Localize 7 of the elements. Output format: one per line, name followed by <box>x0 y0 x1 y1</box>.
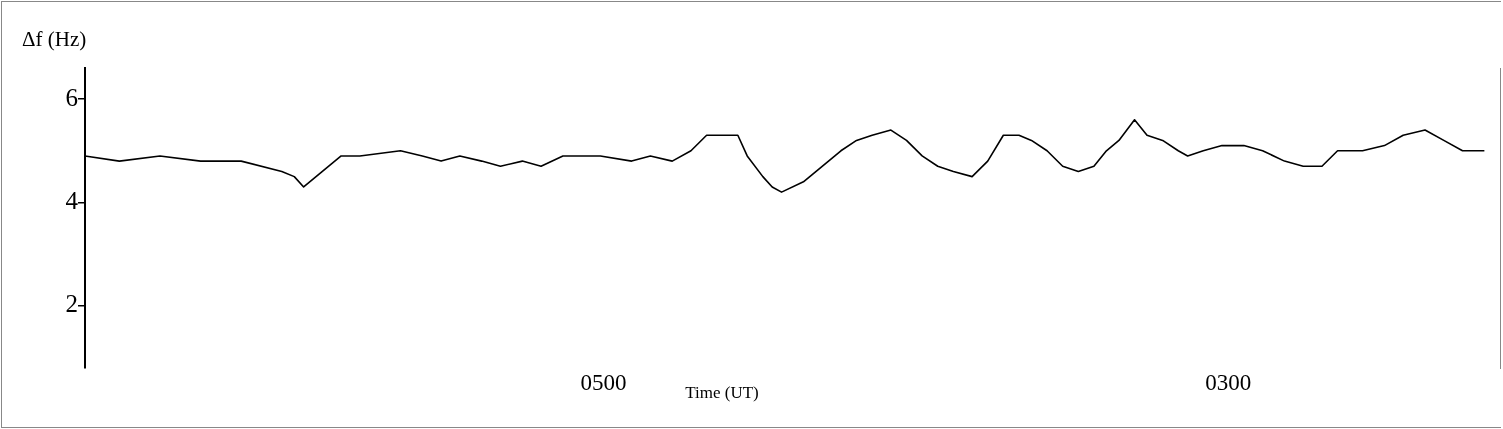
y-tick-label: 4 <box>65 187 79 215</box>
y-tick-label: 2 <box>65 290 78 318</box>
y-tick-label: 6 <box>65 83 78 111</box>
x-tick-label: 0300 <box>1205 369 1252 395</box>
x-tick-label: 0500 <box>580 369 627 395</box>
x-axis-title: Time (UT) <box>685 383 759 402</box>
y-axis-title: Δf (Hz) <box>22 27 87 51</box>
